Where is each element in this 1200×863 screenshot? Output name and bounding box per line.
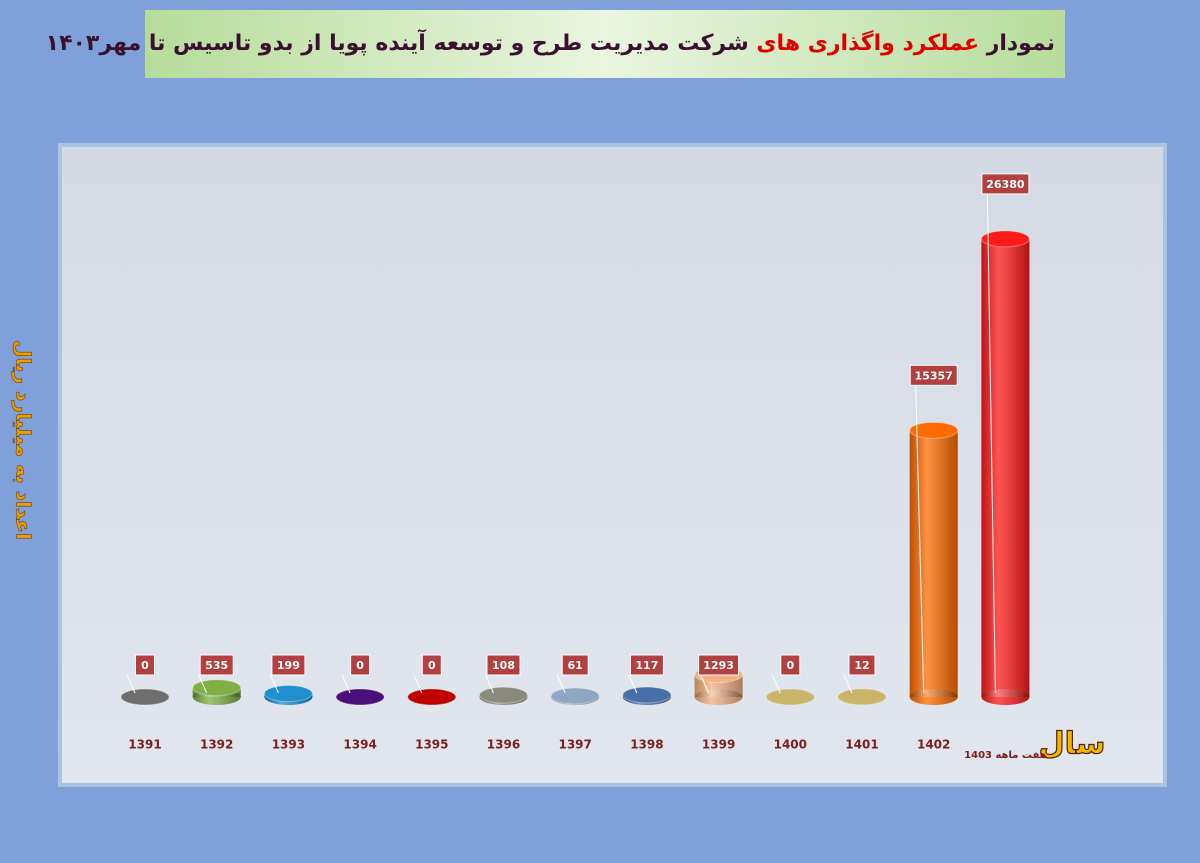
bar-top (837, 688, 887, 706)
title-box (145, 10, 1065, 78)
bar-shade (909, 689, 958, 705)
bar-shade (909, 430, 958, 697)
data-label: 535 (205, 659, 228, 672)
label-leader (843, 674, 853, 694)
label-leader (986, 193, 996, 694)
label-leader (700, 674, 710, 694)
label-leader (556, 674, 566, 694)
label-box (561, 654, 589, 676)
x-tick-label: هفت ماهه 1403 (964, 750, 1047, 761)
label-leader (198, 674, 208, 694)
bar-top (263, 685, 313, 703)
label-box (698, 654, 740, 676)
bar-top (980, 230, 1030, 248)
data-label: 15357 (915, 369, 953, 382)
bar-top (120, 688, 170, 706)
x-tick-label: 1394 (343, 738, 376, 752)
data-label: 12 (854, 659, 869, 672)
x-tick-label: 1393 (272, 738, 305, 752)
label-leader (341, 674, 351, 694)
title-part: عملکرد واگذاری های (756, 29, 979, 56)
x-tick-label: 1401 (845, 738, 878, 752)
x-tick-label: 1396 (487, 738, 520, 752)
label-leader (269, 674, 279, 694)
label-leader (771, 674, 781, 694)
label-box (421, 654, 442, 676)
label-leader (915, 385, 925, 694)
bar-shade (981, 238, 1030, 697)
bar-top (550, 687, 600, 705)
x-axis-label: سال (1039, 727, 1106, 762)
data-label: 0 (141, 659, 149, 672)
data-label: 108 (492, 659, 515, 672)
label-leader (485, 674, 494, 694)
label-box (486, 654, 521, 676)
label-box (135, 654, 155, 676)
bar-shade (981, 689, 1030, 705)
label-leader (413, 674, 423, 694)
bar-top (765, 688, 815, 706)
label-box (909, 364, 958, 386)
data-label: 0 (428, 659, 436, 672)
bar-top (192, 679, 242, 697)
x-tick-label: 1397 (558, 738, 591, 752)
bar-top (479, 686, 528, 704)
label-box (350, 654, 371, 676)
label-box (780, 654, 801, 676)
label-box (848, 654, 876, 676)
x-tick-label: 1398 (630, 738, 663, 752)
label-box (199, 654, 234, 676)
label-box (271, 654, 306, 676)
bar-top (335, 688, 385, 706)
label-box (981, 173, 1030, 195)
y-axis-label: اعداد به میلیارد ریال (12, 340, 36, 540)
data-label: 0 (786, 659, 794, 672)
x-tick-label: 1392 (200, 738, 233, 752)
plot-area (58, 143, 1167, 787)
x-tick-label: 1402 (917, 738, 950, 752)
data-label: 0 (356, 659, 364, 672)
data-label: 61 (568, 659, 583, 672)
bar-shade (694, 689, 743, 705)
data-label: 117 (635, 659, 658, 672)
data-label: 26380 (986, 178, 1025, 191)
x-tick-label: 1391 (128, 738, 161, 752)
chart-title: نمودار عملکرد واگذاری های شرکت مدیریت طر… (46, 28, 1055, 56)
label-leader (628, 674, 638, 694)
label-box (629, 654, 664, 676)
x-tick-label: 1395 (415, 738, 448, 752)
bar-top (622, 686, 672, 704)
data-label: 199 (277, 659, 300, 672)
title-part: شرکت مدیریت طرح و توسعه آینده پویا از بد… (46, 28, 749, 56)
bar-top (909, 421, 959, 439)
title-part: نمودار (986, 31, 1055, 56)
x-tick-label: 1400 (774, 738, 807, 752)
label-leader (126, 674, 136, 694)
x-tick-label: 1399 (702, 738, 735, 752)
data-label: 1293 (703, 659, 734, 672)
bar-top (407, 688, 457, 706)
